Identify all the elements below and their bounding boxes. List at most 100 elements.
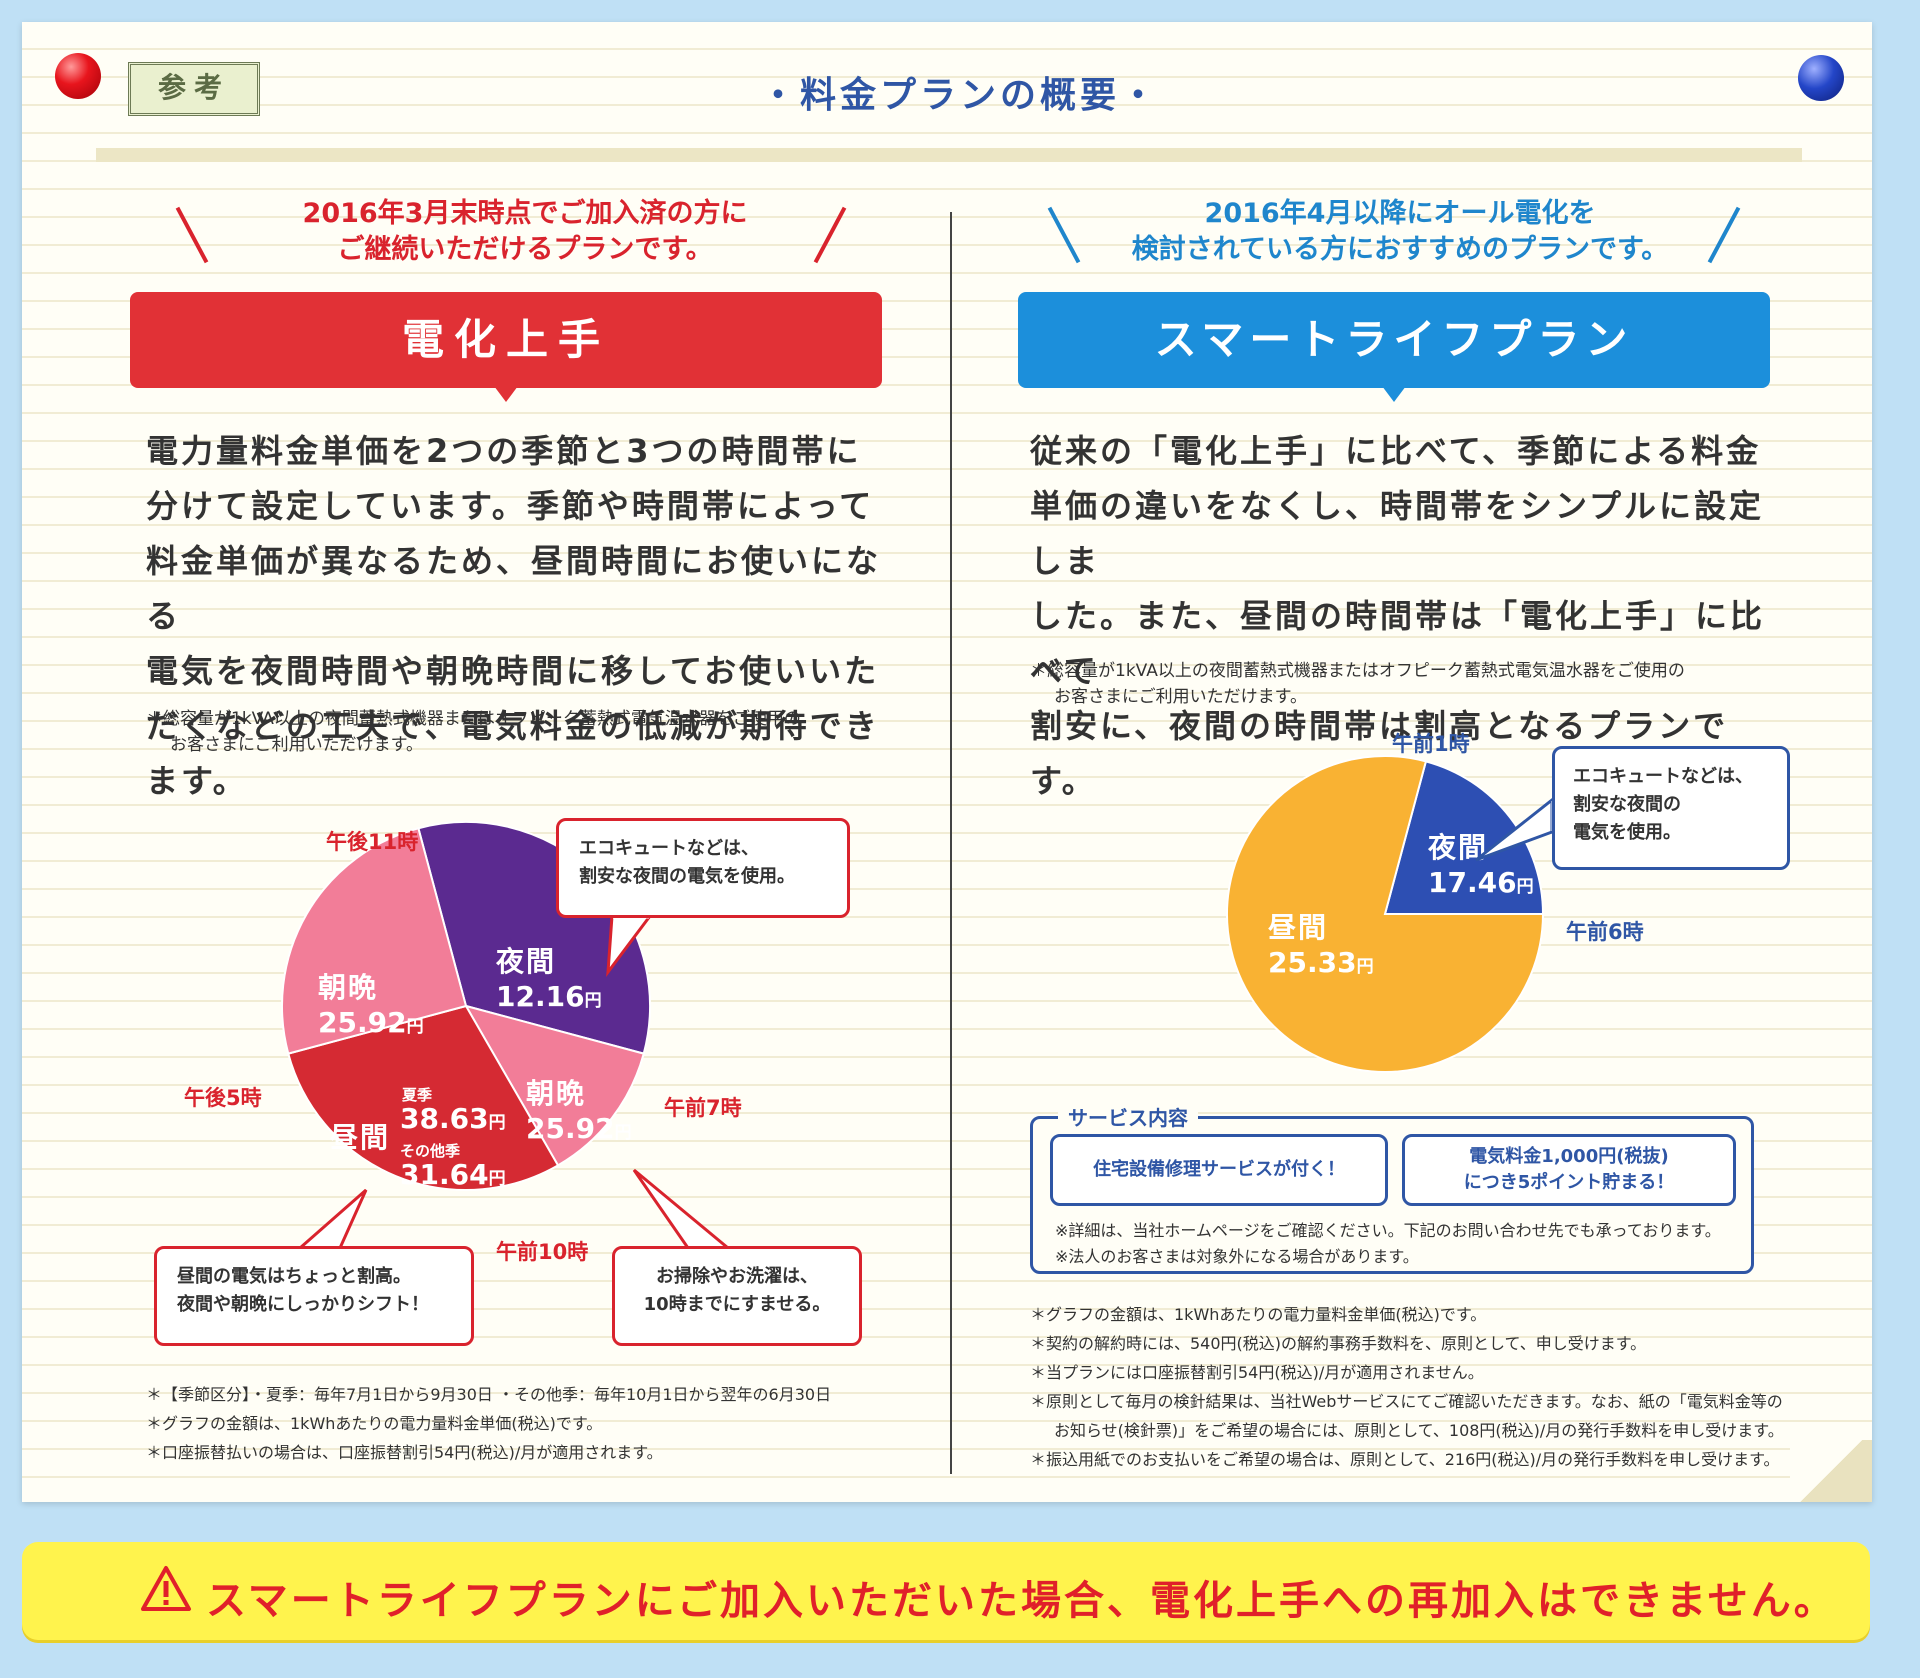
service-note-line: ※詳細は、当社ホームページをご確認ください。下記のお問い合わせ先でも承っておりま… [1055, 1221, 1721, 1240]
time-label-1: 午前1時 [1392, 732, 1470, 756]
warning-text: スマートライフプランにご加入いただいた場合、電化上手への再加入はできません。 [206, 1578, 1837, 1624]
time-label-6: 午前6時 [1566, 920, 1644, 944]
description-line: 分けて設定しています。季節や時間帯によって [146, 487, 875, 525]
slice-value: 25.33 [1268, 946, 1357, 979]
red-pin-icon [55, 53, 101, 99]
callout-night-right: エコキュートなどは、 割安な夜間の 電気を使用。 [1552, 746, 1790, 870]
left-day-label: 昼間 [330, 1116, 390, 1156]
footnote-line: ＊【季節区分】・夏季：毎年7月1日から9月30日 ・その他季：毎年10月1日から… [146, 1385, 832, 1404]
pie-slice-1 [1226, 755, 1545, 1074]
right-night-label: 夜間 17.46円 [1428, 826, 1534, 899]
banner-tail [494, 386, 518, 402]
slice-unit: 円 [1356, 957, 1374, 977]
time-label-7: 午前7時 [664, 1096, 742, 1120]
slice-name: 昼間 [330, 1121, 391, 1154]
time-label-17: 午後5時 [184, 1086, 262, 1110]
description-line: 単価の違いをなくし、時間帯をシンプルに設定しま [1030, 487, 1765, 580]
description-line: 割安に、夜間の時間帯は割高となるプランです。 [1030, 707, 1729, 800]
callout-line: 10時までにすませる。 [643, 1294, 831, 1315]
slice-value: 38.63 [400, 1102, 489, 1135]
slice-name: 夜間 [496, 945, 557, 978]
warning-bar [22, 1542, 1870, 1640]
slice-name: 昼間 [1268, 911, 1329, 944]
right-plan-note: ＊総容量が1kVA以上の夜間蓄熱式機器またはオフピーク蓄熱式電気温水器をご使用の… [1030, 658, 1790, 710]
slice-name: 朝晩 [318, 971, 379, 1004]
slice-unit: 円 [614, 1123, 632, 1143]
left-evening-label: 朝晩 25.92円 [318, 966, 424, 1039]
left-night-label: 夜間 12.16円 [496, 940, 602, 1013]
summer-label: 夏季 [402, 1086, 433, 1104]
intro-line: 2016年4月以降にオール電化を [1204, 198, 1596, 229]
right-plan-intro: 2016年4月以降にオール電化を 検討されている方におすすめのプランです。 [1080, 196, 1720, 268]
pie-slice-2 [287, 1004, 560, 1191]
slice-unit: 円 [488, 1113, 506, 1133]
footnote-line: ＊口座振替払いの場合は、口座振替割引54円(税込)/月が適用されます。 [146, 1443, 663, 1462]
note-line: お客さまにご利用いただけます。 [170, 735, 423, 755]
service-notes: ※詳細は、当社ホームページをご確認ください。下記のお問い合わせ先でも承っておりま… [1055, 1218, 1745, 1270]
pie-slice-3 [281, 827, 468, 1055]
service-points-line: 電気料金1,000円(税抜) [1469, 1146, 1669, 1167]
time-label-23: 午後11時 [326, 830, 419, 854]
description-line: 電気を夜間時間や朝晩時間に移してお使いいた [146, 652, 880, 690]
callout-line: 夜間や朝晩にしっかりシフト！ [177, 1294, 429, 1315]
callout-night-left: エコキュートなどは、 割安な夜間の電気を使用。 [556, 818, 850, 918]
blue-pin-icon [1798, 55, 1844, 101]
description-line: 料金単価が異なるため、昼間時間にお使いになる [146, 542, 882, 635]
slice-unit: 円 [488, 1169, 506, 1189]
left-morning-label: 朝晩 25.92円 [526, 1072, 632, 1145]
footnote-line: お知らせ(検針票)」をご希望の場合には、原則として、108円(税込)/月の発行手… [1054, 1421, 1784, 1440]
left-plan-name: 電化上手 [130, 292, 882, 388]
callout-day-left: 昼間の電気はちょっと割高。 夜間や朝晩にしっかりシフト！ [154, 1246, 474, 1346]
other-season-label: その他季 [400, 1142, 461, 1160]
footnote-line: ＊グラフの金額は、1kWhあたりの電力量料金単価(税込)です。 [146, 1414, 603, 1433]
callout-line: 昼間の電気はちょっと割高。 [177, 1266, 411, 1287]
slice-value: 17.46 [1428, 866, 1517, 899]
page-curl [1790, 1440, 1872, 1502]
callout-line: 割安な夜間の電気を使用。 [579, 866, 795, 887]
footnote-line: ＊原則として毎月の検針結果は、当社Webサービスにてご確認いただきます。なお、紙… [1030, 1392, 1783, 1411]
description-line: だくなどの工夫で、電気料金の低減が期待できます。 [146, 707, 880, 800]
page-title: ・料金プランの概要・ [759, 75, 1160, 116]
slice-value: 12.16 [496, 980, 585, 1013]
pie-slice-0 [1383, 760, 1545, 915]
intro-line: 2016年3月末時点でご加入済の方に [302, 198, 748, 229]
callout-line: お掃除やお洗濯は、 [656, 1266, 818, 1287]
reference-badge: 参考 [128, 62, 260, 116]
right-plan-name: スマートライフプラン [1018, 292, 1770, 388]
description-line: 電力量料金単価を2つの季節と3つの時間帯に [146, 432, 862, 470]
intro-line: ご継続いただけるプランです。 [337, 234, 713, 265]
pie-slice-1 [463, 1004, 645, 1167]
footnote-line: ＊グラフの金額は、1kWhあたりの電力量料金単価(税込)です。 [1030, 1305, 1487, 1324]
footnote-line: ＊契約の解約時には、540円(税込)の解約事務手数料を、原則として、申し受けます… [1030, 1334, 1647, 1353]
time-label-10: 午前10時 [496, 1240, 589, 1264]
slice-value: 25.92 [318, 1006, 407, 1039]
left-plan-description: 電力量料金単価を2つの季節と3つの時間帯に 分けて設定しています。季節や時間帯に… [146, 424, 906, 809]
summer-value: 38.63円 [400, 1102, 506, 1135]
right-day-label: 昼間 25.33円 [1268, 906, 1374, 979]
left-plan-intro: 2016年3月末時点でご加入済の方に ご継続いただけるプランです。 [210, 196, 840, 268]
slice-name: 朝晩 [526, 1077, 587, 1110]
other-season-value: 31.64円 [400, 1158, 506, 1191]
slice-unit: 円 [406, 1017, 424, 1037]
slice-value: 31.64 [400, 1158, 489, 1191]
callout-line: 電気を使用。 [1573, 822, 1681, 843]
note-line: ＊総容量が1kVA以上の夜間蓄熱式機器またはオフピーク蓄熱式電気温水器をご使用の [146, 709, 801, 729]
footnote-line: ＊当プランには口座振替割引54円(税込)/月が適用されません。 [1030, 1363, 1484, 1382]
service-note-line: ※法人のお客さまは対象外になる場合があります。 [1055, 1247, 1419, 1266]
callout-morning-left: お掃除やお洗濯は、 10時までにすませる。 [612, 1246, 862, 1346]
slice-unit: 円 [584, 991, 602, 1011]
service-points: 電気料金1,000円(税抜) につき5ポイント貯まる！ [1402, 1134, 1736, 1206]
title-band [96, 148, 1802, 162]
service-repair: 住宅設備修理サービスが付く！ [1050, 1134, 1388, 1206]
warning-triangle-icon [141, 1566, 191, 1611]
slice-value: 25.92 [526, 1112, 615, 1145]
slice-unit: 円 [1516, 877, 1534, 897]
callout-line: エコキュートなどは、 [579, 838, 759, 859]
callout-pointer [1475, 796, 1554, 862]
callout-line: エコキュートなどは、 [1573, 766, 1753, 787]
footnote-line: ＊振込用紙でのお支払いをご希望の場合は、原則として、216円(税込)/月の発行手… [1030, 1450, 1780, 1469]
right-footnotes: ＊グラフの金額は、1kWhあたりの電力量料金単価(税込)です。 ＊契約の解約時に… [1030, 1300, 1790, 1474]
note-line: ＊総容量が1kVA以上の夜間蓄熱式機器またはオフピーク蓄熱式電気温水器をご使用の [1030, 661, 1685, 681]
service-points-line: につき5ポイント貯まる！ [1463, 1172, 1675, 1193]
